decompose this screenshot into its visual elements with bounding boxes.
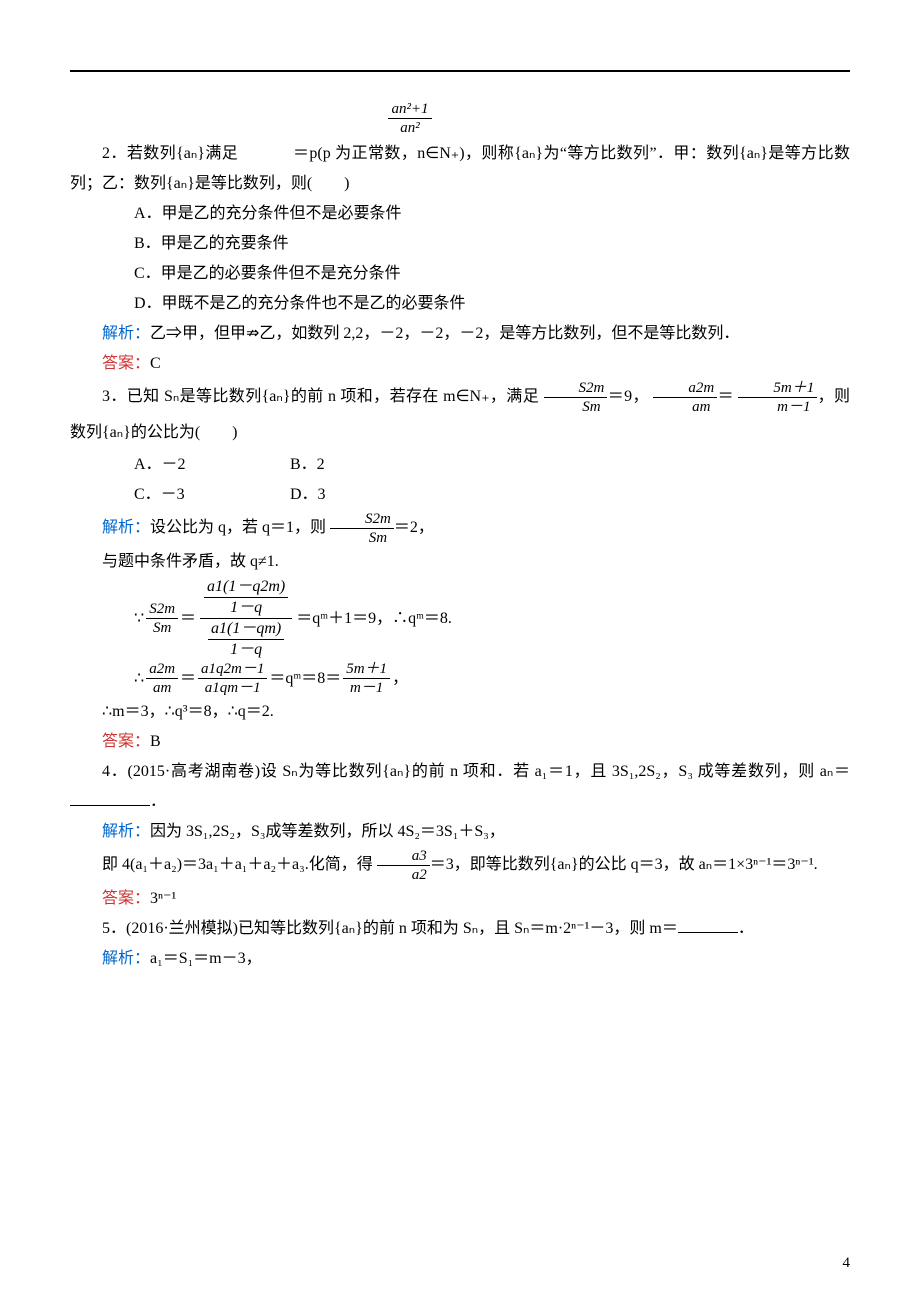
q4-stem-end: ． xyxy=(150,793,166,810)
q3-eq1: ＝9， xyxy=(607,388,649,405)
q2-stem: 2．若数列{aₙ}满足 ＝p(p 为正常数，n∈N₊)，则称{aₙ}为“等方比数… xyxy=(70,139,850,199)
q2-exp-text: 乙⇒甲，但甲⇏乙，如数列 2,2，－2，－2，－2，是等方比数列，但不是等比数列… xyxy=(150,325,739,342)
exp-label: 解析： xyxy=(102,823,150,840)
page-number: 4 xyxy=(843,1255,851,1272)
q3-l4f2t: a1q2m－1 xyxy=(198,660,267,679)
q3-l4f2b: a1qm－1 xyxy=(198,679,267,697)
q3-ef1b: Sm xyxy=(330,529,394,547)
exp-label: 解析： xyxy=(102,950,150,967)
ans-label: 答案： xyxy=(102,733,150,750)
q2-frac-den: an² xyxy=(388,119,431,137)
q3-line3: ∵ S2mSm ＝ a1(1－q2m)1－q a1(1－qm)1－q ＝qᵐ＋1… xyxy=(134,577,850,660)
q3-exp1: 解析：设公比为 q，若 q＝1，则 S2mSm＝2， xyxy=(70,510,850,547)
q2-optD: D．甲既不是乙的充分条件也不是乙的必要条件 xyxy=(70,289,850,319)
q2-optC: C．甲是乙的必要条件但不是充分条件 xyxy=(70,259,850,289)
q3-l3tail: ＝qᵐ＋1＝9，∴qᵐ＝8. xyxy=(296,596,452,642)
blank-icon xyxy=(678,918,738,933)
q3-l4f1t: a2m xyxy=(146,660,178,679)
q4-exp1t: 因为 3S₁,2S₂，S₃成等差数列，所以 4S₂＝3S₁＋S₃， xyxy=(150,823,505,840)
q3-l4f3b: m－1 xyxy=(343,679,390,697)
exp-label: 解析： xyxy=(102,519,150,536)
q3-ef1t: S2m xyxy=(330,510,394,529)
q2-optA: A．甲是乙的充分条件但不是必要条件 xyxy=(70,199,850,229)
q4-exp2b: ＝3，即等比数列{aₙ}的公比 q＝3，故 aₙ＝1×3ⁿ⁻¹＝3ⁿ⁻¹. xyxy=(430,856,818,873)
q3-eq2: ＝ xyxy=(717,388,734,405)
q3-l3eq: ＝ xyxy=(180,596,196,642)
q3-ans: 答案：B xyxy=(70,727,850,757)
q3-l3f1b: Sm xyxy=(146,619,178,637)
q3-optB: B．2 xyxy=(290,450,325,480)
blank-icon xyxy=(70,791,150,806)
q2-stem-a: 2．若数列{aₙ}满足 xyxy=(102,145,238,162)
page: an²+1an² 2．若数列{aₙ}满足 ＝p(p 为正常数，n∈N₊)，则称{… xyxy=(0,0,920,1302)
q2-frac-num: an²+1 xyxy=(388,100,431,119)
q3-f1b: Sm xyxy=(544,398,608,416)
q2-top-frac: an²+1an² xyxy=(380,100,440,137)
q3-bigfrac: a1(1－q2m)1－q a1(1－qm)1－q xyxy=(200,577,292,660)
q3-stem: 3．已知 Sₙ是等比数列{aₙ}的前 n 项和，若存在 m∈N₊，满足 S2mS… xyxy=(70,379,850,450)
q3-stem-a: 3．已知 Sₙ是等比数列{aₙ}的前 n 项和，若存在 m∈N₊，满足 xyxy=(102,388,539,405)
q4-ft: a3 xyxy=(377,847,430,866)
q3-exp2: 与题中条件矛盾，故 q≠1. xyxy=(70,547,850,577)
q4-exp1: 解析：因为 3S₁,2S₂，S₃成等差数列，所以 4S₂＝3S₁＋S₃， xyxy=(70,817,850,847)
q3-bnb: 1－q xyxy=(227,598,265,618)
q3-line4: ∴ a2mam ＝ a1q2m－1a1qm－1 ＝qᵐ＝8＝ 5m＋1m－1 ， xyxy=(134,660,850,697)
q3-f3t: 5m＋1 xyxy=(738,379,817,398)
ans-label: 答案： xyxy=(102,890,150,907)
q5-stem: 5．(2016·兰州模拟)已知等比数列{aₙ}的前 n 项和为 Sₙ，且 Sₙ＝… xyxy=(70,914,850,944)
q3-exp1b: ＝2， xyxy=(394,519,434,536)
q3-row2: C．－3 D．3 xyxy=(70,480,850,510)
q4-ans: 答案：3ⁿ⁻¹ xyxy=(70,884,850,914)
q3-bdb: 1－q xyxy=(227,640,265,660)
q3-f2t: a2m xyxy=(653,379,717,398)
q3-l4pre: ∴ xyxy=(134,661,144,697)
q2-ans: 答案：C xyxy=(70,349,850,379)
q2-ans-val: C xyxy=(150,355,161,372)
q5-stem-end: ． xyxy=(738,920,754,937)
q2-optB: B．甲是乙的充要条件 xyxy=(70,229,850,259)
q3-l4eq: ＝ xyxy=(180,661,196,697)
q5-exp: 解析：a₁＝S₁＝m－3， xyxy=(70,944,850,974)
q2-exp: 解析：乙⇒甲，但甲⇏乙，如数列 2,2，－2，－2，－2，是等方比数列，但不是等… xyxy=(70,319,850,349)
q3-optC: C．－3 xyxy=(70,480,290,510)
q4-ans-val: 3ⁿ⁻¹ xyxy=(150,890,176,907)
q3-l4mid: ＝qᵐ＝8＝ xyxy=(269,661,341,697)
q3-row1: A．－2 B．2 xyxy=(70,450,850,480)
q3-bdt: a1(1－qm) xyxy=(208,619,284,640)
q5-stem-t: 5．(2016·兰州模拟)已知等比数列{aₙ}的前 n 项和为 Sₙ，且 Sₙ＝… xyxy=(102,920,678,937)
exp-label: 解析： xyxy=(102,325,150,342)
q4-exp2a: 即 4(a₁＋a₂)＝3a₁＋a₁＋a₂＋a₃.化简，得 xyxy=(102,856,373,873)
q4-exp2: 即 4(a₁＋a₂)＝3a₁＋a₁＋a₂＋a₃.化简，得 a3a2＝3，即等比数… xyxy=(70,847,850,884)
q3-ans-val: B xyxy=(150,733,161,750)
q3-l4f1b: am xyxy=(146,679,178,697)
q3-exp1a: 设公比为 q，若 q＝1，则 xyxy=(150,519,326,536)
q3-l3-pre: ∵ xyxy=(134,596,144,642)
q4-stem: 4．(2015·高考湖南卷)设 Sₙ为等比数列{aₙ}的前 n 项和．若 a₁＝… xyxy=(70,757,850,817)
q3-f3b: m－1 xyxy=(738,398,817,416)
q4-fb: a2 xyxy=(377,866,430,884)
q5-exp-t: a₁＝S₁＝m－3， xyxy=(150,950,262,967)
q3-f2b: am xyxy=(653,398,717,416)
q3-optD: D．3 xyxy=(290,480,326,510)
q3-bnt: a1(1－q2m) xyxy=(204,577,288,598)
q3-optA: A．－2 xyxy=(70,450,290,480)
q3-l4end: ， xyxy=(392,661,408,697)
top-rule xyxy=(70,70,850,72)
q3-line5: ∴m＝3，∴q³＝8，∴q＝2. xyxy=(70,697,850,727)
q3-l4f3t: 5m＋1 xyxy=(343,660,390,679)
q3-l3f1t: S2m xyxy=(146,600,178,619)
q3-f1t: S2m xyxy=(544,379,608,398)
ans-label: 答案： xyxy=(102,355,150,372)
q4-stem-t: 4．(2015·高考湖南卷)设 Sₙ为等比数列{aₙ}的前 n 项和．若 a₁＝… xyxy=(102,763,850,780)
